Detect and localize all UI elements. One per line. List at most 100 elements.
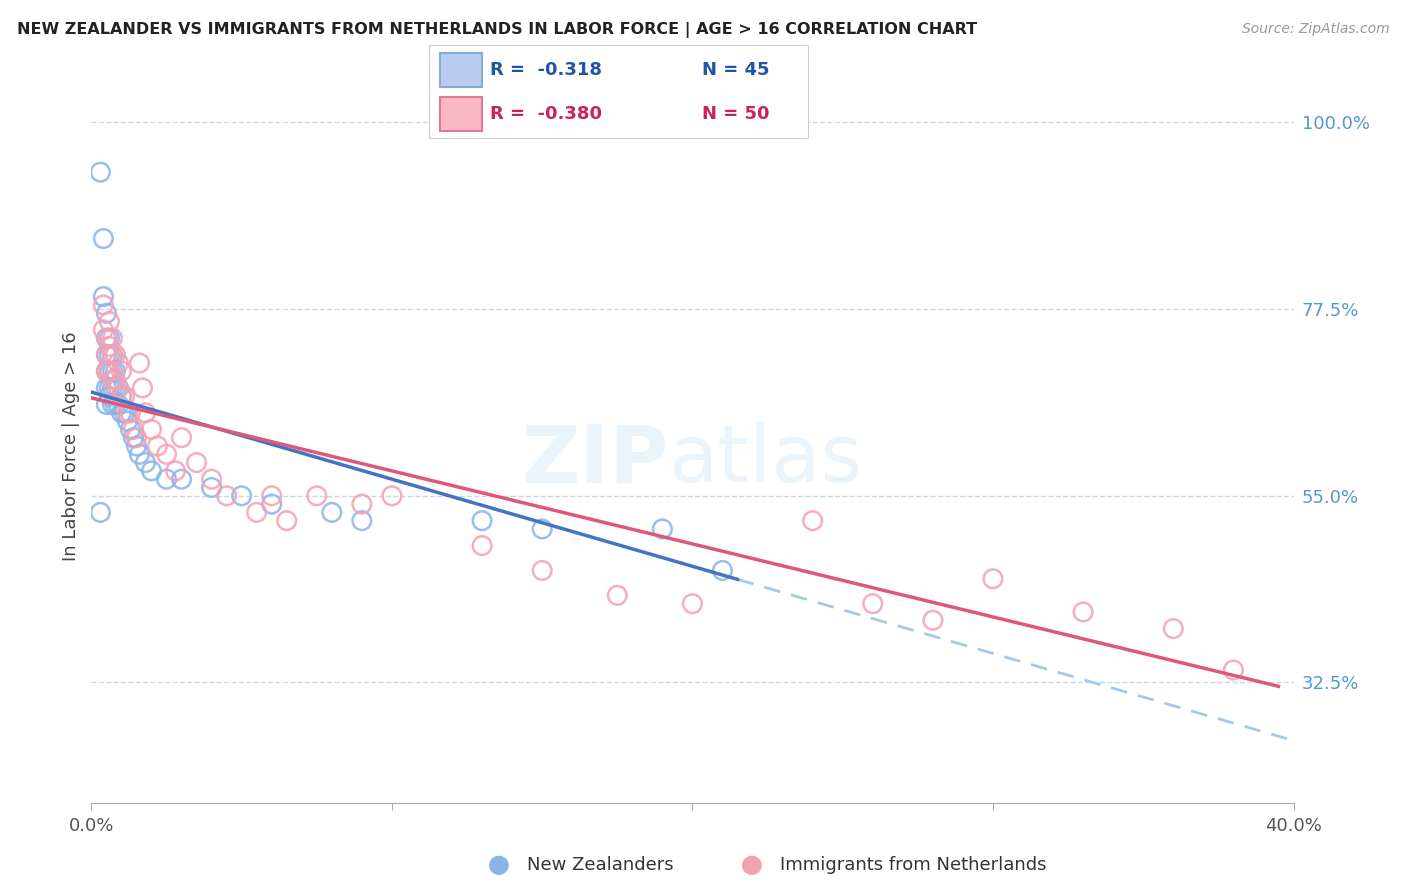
Bar (440, 97, 482, 131)
Point (260, 489, 283, 503)
Point (246, 505, 269, 519)
Point (104, 364, 127, 378)
Point (170, 472, 193, 486)
Point (98, 389, 121, 403)
Point (96, 331, 118, 345)
Point (201, 481, 224, 495)
Point (141, 464, 163, 478)
Point (122, 422, 145, 436)
Point (681, 597, 703, 611)
Point (98, 314, 121, 328)
Point (98, 331, 121, 345)
Text: ⬤: ⬤ (488, 855, 510, 875)
Point (93, 323, 115, 337)
Point (531, 564, 554, 578)
Point (381, 489, 404, 503)
Point (531, 522, 554, 536)
Point (96, 306, 118, 320)
Point (134, 406, 156, 420)
Point (96, 381, 118, 395)
Point (134, 456, 156, 470)
Point (120, 406, 142, 420)
Point (107, 381, 129, 395)
Point (305, 489, 328, 503)
Point (155, 472, 177, 486)
Point (170, 431, 193, 445)
Point (231, 489, 253, 503)
Text: R =  -0.380: R = -0.380 (489, 105, 602, 123)
Point (98, 339, 121, 353)
Point (89, 505, 111, 519)
Point (117, 414, 139, 428)
Point (801, 514, 824, 528)
Point (93, 290, 115, 304)
Point (98, 381, 121, 395)
Text: atlas: atlas (668, 421, 863, 500)
Point (125, 439, 148, 453)
Point (96, 397, 118, 411)
Point (276, 514, 298, 528)
Point (471, 514, 494, 528)
Point (981, 572, 1004, 586)
Point (107, 381, 129, 395)
Point (186, 456, 208, 470)
Point (1161, 622, 1184, 636)
Point (96, 348, 118, 362)
Point (104, 373, 127, 387)
Point (201, 472, 224, 486)
Point (101, 348, 124, 362)
Point (104, 397, 127, 411)
Point (101, 397, 124, 411)
Text: NEW ZEALANDER VS IMMIGRANTS FROM NETHERLANDS IN LABOR FORCE | AGE > 16 CORRELATI: NEW ZEALANDER VS IMMIGRANTS FROM NETHERL… (17, 22, 977, 38)
Point (96, 331, 118, 345)
Text: R =  -0.318: R = -0.318 (489, 61, 602, 78)
Point (1222, 663, 1244, 677)
Point (128, 356, 150, 370)
Text: N = 50: N = 50 (702, 105, 769, 123)
Point (104, 381, 127, 395)
Point (101, 348, 124, 362)
Point (110, 389, 132, 403)
Point (89, 165, 111, 179)
Point (110, 389, 132, 403)
Text: ⬤: ⬤ (741, 855, 763, 875)
Point (98, 348, 121, 362)
Point (862, 597, 884, 611)
Text: New Zealanders: New Zealanders (527, 856, 673, 874)
Point (114, 389, 136, 403)
Point (128, 447, 150, 461)
Point (114, 406, 136, 420)
Point (215, 489, 238, 503)
Point (165, 464, 187, 478)
Point (107, 356, 129, 370)
Point (93, 298, 115, 312)
Point (711, 564, 734, 578)
Point (131, 381, 153, 395)
Point (101, 373, 124, 387)
Point (122, 431, 145, 445)
Text: N = 45: N = 45 (702, 61, 769, 78)
Point (606, 588, 628, 602)
Point (104, 348, 127, 362)
Point (471, 539, 494, 553)
Point (141, 422, 163, 436)
Point (98, 364, 121, 378)
Point (107, 397, 129, 411)
Point (125, 431, 148, 445)
Point (321, 505, 343, 519)
Point (96, 364, 118, 378)
Point (96, 348, 118, 362)
Point (101, 381, 124, 395)
Point (93, 231, 115, 245)
Point (110, 406, 132, 420)
Point (651, 522, 673, 536)
Point (101, 364, 124, 378)
Text: Immigrants from Netherlands: Immigrants from Netherlands (780, 856, 1047, 874)
Point (146, 439, 169, 453)
Y-axis label: In Labor Force | Age > 16: In Labor Force | Age > 16 (62, 331, 80, 561)
Point (350, 497, 373, 511)
Point (1071, 605, 1094, 619)
Point (98, 364, 121, 378)
Point (350, 514, 373, 528)
Point (260, 497, 283, 511)
